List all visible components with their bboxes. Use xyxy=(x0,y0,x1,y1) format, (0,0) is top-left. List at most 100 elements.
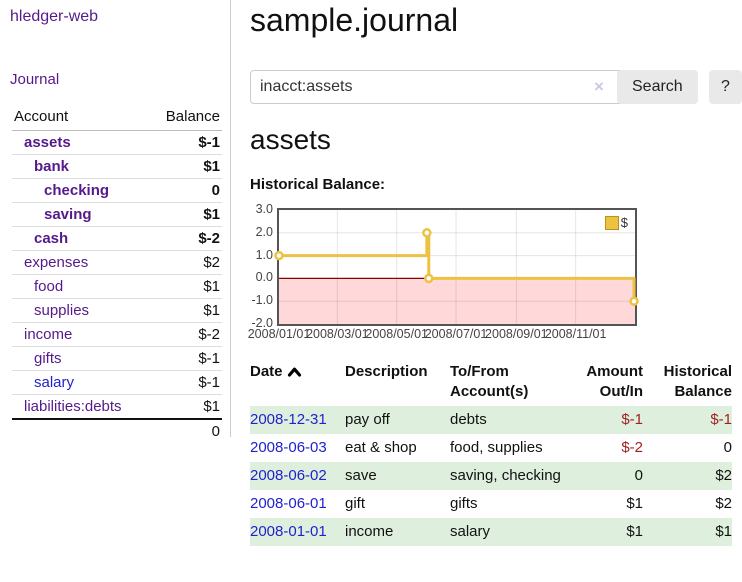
accounts-total-row: 0 xyxy=(12,418,222,443)
transaction-accounts: saving, checking xyxy=(450,462,562,490)
account-balance: $2 xyxy=(152,250,222,275)
account-balance: $-2 xyxy=(152,322,222,347)
account-balance: $1 xyxy=(152,298,222,323)
brand-link[interactable]: hledger-web xyxy=(10,8,99,25)
account-row: bank $1 xyxy=(12,154,222,179)
account-balance: $1 xyxy=(152,154,222,179)
register-header-row: Date Description To/From Account(s) Amou… xyxy=(250,362,732,406)
y-axis-tick-label: 3.0 xyxy=(255,202,273,216)
transaction-accounts: debts xyxy=(450,406,562,434)
register-table: Date Description To/From Account(s) Amou… xyxy=(250,362,732,546)
transaction-amount: $-2 xyxy=(621,439,643,456)
accounts-col-account: Account xyxy=(12,106,152,131)
search-button[interactable]: Search xyxy=(617,70,698,104)
account-link-liabilities-debts[interactable]: liabilities:debts xyxy=(24,398,122,415)
transaction-balance: $2 xyxy=(715,495,732,512)
account-row: gifts $-1 xyxy=(12,346,222,371)
transaction-accounts: food, supplies xyxy=(450,439,543,456)
x-axis-tick-label: 2008/09/01 xyxy=(485,327,548,341)
x-axis-tick-label: 2008/05/01 xyxy=(365,327,428,341)
account-balance: 0 xyxy=(152,178,222,203)
legend-label: $ xyxy=(620,215,628,230)
account-row: checking 0 xyxy=(12,178,222,203)
account-row: expenses $2 xyxy=(12,250,222,275)
account-link-food[interactable]: food xyxy=(34,278,64,295)
transaction-accounts: salary xyxy=(450,518,562,546)
transaction-amount: $1 xyxy=(562,518,643,546)
account-balance: $-1 xyxy=(152,130,222,155)
legend-swatch-icon xyxy=(604,215,619,230)
register-row: 2008-01-01 income salary $1 $1 xyxy=(250,518,732,546)
accounts-table: Account Balance assets $-1 bank $1 check… xyxy=(12,106,222,443)
register-col-description: Description xyxy=(345,363,428,380)
sidebar: hledger-web Journal Account Balance asse… xyxy=(0,0,231,443)
transaction-description: save xyxy=(345,462,450,490)
account-link-salary[interactable]: salary xyxy=(34,374,75,391)
sort-ascending-icon xyxy=(287,367,301,377)
account-row: income $-2 xyxy=(12,322,222,347)
account-link-income[interactable]: income xyxy=(24,326,73,343)
chart-legend: $ xyxy=(603,215,629,230)
account-link-bank[interactable]: bank xyxy=(34,158,70,175)
account-link-gifts[interactable]: gifts xyxy=(34,350,62,367)
clear-search-icon[interactable]: × xyxy=(594,77,604,96)
search-input[interactable] xyxy=(250,70,637,104)
account-row: saving $1 xyxy=(12,202,222,227)
y-axis-tick-label: 1.0 xyxy=(255,247,273,262)
transaction-description: pay off xyxy=(345,406,450,434)
transaction-description: eat & shop xyxy=(345,439,417,456)
account-link-supplies[interactable]: supplies xyxy=(34,302,90,319)
account-link-checking[interactable]: checking xyxy=(44,182,110,199)
transaction-date-link[interactable]: 2008-01-01 xyxy=(250,523,327,540)
account-balance: $-1 xyxy=(152,346,222,371)
transaction-accounts: gifts xyxy=(450,495,478,512)
chart-plot-area: $ xyxy=(274,208,639,326)
transaction-amount: $-1 xyxy=(562,406,643,434)
sidebar-item-journal[interactable]: Journal xyxy=(10,71,60,88)
transaction-date-link[interactable]: 2008-06-01 xyxy=(250,495,327,512)
account-balance: $-1 xyxy=(152,370,222,395)
y-axis-tick-label: -1.0 xyxy=(251,293,273,308)
register-row: 2008-06-01 gift gifts $1 $2 xyxy=(250,490,732,518)
register-row: 2008-06-02 save saving, checking 0 $2 xyxy=(250,462,732,490)
account-balance: $1 xyxy=(152,394,222,419)
account-heading: assets xyxy=(250,124,331,155)
transaction-date-link[interactable]: 2008-12-31 xyxy=(250,411,327,428)
help-button[interactable]: ? xyxy=(709,70,742,104)
transaction-balance: $1 xyxy=(643,518,732,546)
transaction-date-link[interactable]: 2008-06-02 xyxy=(250,467,327,484)
x-axis-tick-label: 2008/01/01 xyxy=(247,327,311,341)
transaction-amount: $1 xyxy=(626,495,643,512)
register-col-accounts: To/From Account(s) xyxy=(450,363,529,400)
account-balance: $-2 xyxy=(152,226,222,251)
account-balance: $1 xyxy=(152,274,222,299)
y-axis-tick-label: 2.0 xyxy=(255,224,273,239)
x-axis-tick-label: 2008/03/01 xyxy=(306,327,369,341)
account-row: supplies $1 xyxy=(12,298,222,323)
page-title: sample.journal xyxy=(250,2,459,38)
accounts-total-balance: 0 xyxy=(152,418,222,443)
accounts-col-balance: Balance xyxy=(152,106,222,131)
transaction-balance: $-1 xyxy=(643,406,732,434)
account-link-cash[interactable]: cash xyxy=(34,230,69,247)
transaction-amount: 0 xyxy=(562,462,643,490)
x-axis-tick-label: 2008/07/01 xyxy=(424,327,488,341)
y-axis-tick-label: 0.0 xyxy=(255,270,273,285)
accounts-header-row: Account Balance xyxy=(12,106,222,131)
account-link-expenses[interactable]: expenses xyxy=(24,254,89,271)
x-axis-tick-label: 2008/11/01 xyxy=(544,327,607,341)
historical-balance-chart: $ 3.0 2.0 1.0 0.0 -1.0 -2.0 2008/01/01 2008/03/… xyxy=(248,200,742,345)
chart-canvas xyxy=(274,210,639,324)
account-row: salary $-1 xyxy=(12,370,222,395)
chart-title: Historical Balance: xyxy=(250,176,386,193)
account-link-saving[interactable]: saving xyxy=(44,206,92,223)
register-col-amount: Amount Out/In xyxy=(586,363,643,400)
account-row: assets $-1 xyxy=(12,130,222,155)
register-col-balance: Historical Balance xyxy=(663,363,732,400)
account-link-assets[interactable]: assets xyxy=(24,134,71,151)
account-balance: $1 xyxy=(152,202,222,227)
transaction-description: gift xyxy=(345,495,366,512)
transaction-date-link[interactable]: 2008-06-03 xyxy=(250,439,327,456)
register-col-date[interactable]: Date xyxy=(250,362,345,406)
